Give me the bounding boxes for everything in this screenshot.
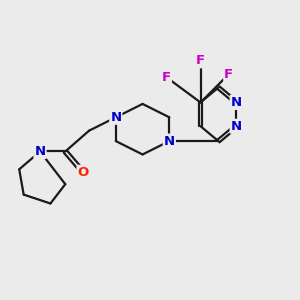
Text: N: N: [231, 120, 242, 133]
Text: N: N: [231, 96, 242, 109]
Text: N: N: [34, 145, 46, 158]
Text: F: F: [162, 71, 171, 84]
Text: N: N: [110, 111, 122, 124]
Text: F: F: [196, 54, 205, 67]
Text: N: N: [164, 135, 175, 148]
Text: O: O: [77, 166, 89, 179]
Text: F: F: [224, 68, 233, 81]
